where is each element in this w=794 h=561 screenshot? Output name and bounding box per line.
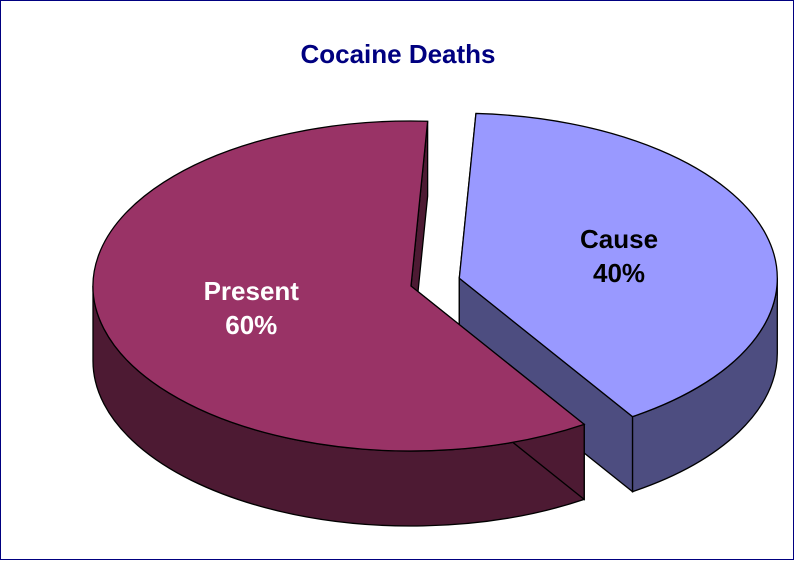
pie-slice-present (92, 120, 586, 527)
chart-title: Cocaine Deaths (300, 39, 496, 69)
slice-value-cause: 40% (593, 258, 645, 288)
slice-label-cause: Cause (580, 224, 658, 254)
pie-slice-cause (458, 112, 778, 493)
pie-top-face (458, 112, 778, 418)
pie-top-face (92, 120, 586, 452)
slice-label-present: Present (204, 276, 300, 306)
slice-value-present: 60% (225, 310, 277, 340)
